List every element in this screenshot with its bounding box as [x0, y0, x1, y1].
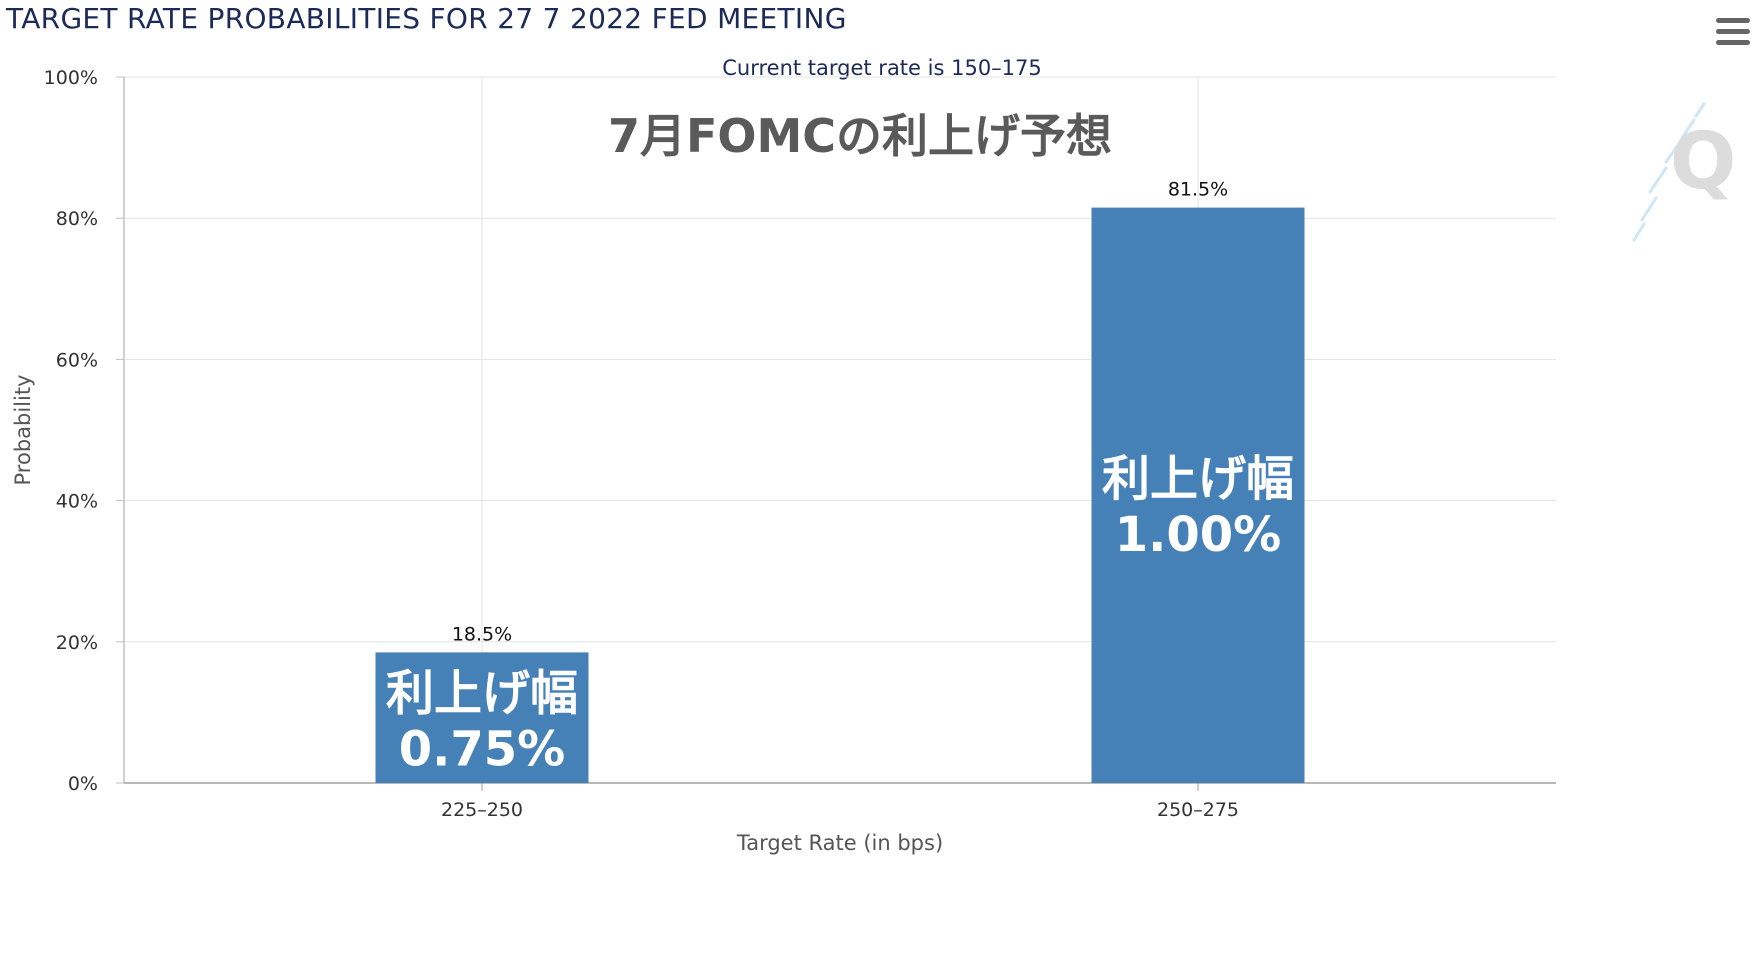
chart-subtitle: Current target rate is 150–175	[722, 56, 1042, 80]
q-logo-icon: Q	[1632, 102, 1736, 242]
bar-annotation-value: 0.75%	[399, 722, 566, 778]
bar-annotation-label: 利上げ幅	[386, 666, 578, 722]
bar-annotation-label: 利上げ幅	[1102, 451, 1294, 507]
overlay-heading: 7月FOMCの利上げ予想	[607, 109, 1113, 163]
bar-annotation-value: 1.00%	[1115, 507, 1282, 563]
bar-225–250	[375, 652, 589, 783]
page-title: TARGET RATE PROBABILITIES FOR 27 7 2022 …	[6, 2, 847, 35]
x-tick-label: 225–250	[441, 799, 523, 821]
x-tick-label: 250–275	[1157, 799, 1239, 821]
y-axis-title: Probability	[11, 374, 35, 485]
y-tick-label: 0%	[68, 773, 98, 795]
bar-250–275	[1091, 207, 1305, 784]
y-tick-label: 20%	[56, 632, 98, 654]
y-tick-label: 40%	[56, 491, 98, 513]
y-tick-label: 80%	[56, 208, 98, 230]
menu-bar-line	[1716, 18, 1750, 23]
x-axis-title: Target Rate (in bps)	[736, 831, 943, 855]
menu-bar-line	[1716, 29, 1750, 34]
menu-bar-line	[1716, 40, 1750, 45]
y-tick-label: 60%	[56, 349, 98, 371]
svg-text:Q: Q	[1670, 117, 1736, 207]
bar-data-label: 18.5%	[452, 623, 512, 645]
y-tick-label: 100%	[44, 67, 98, 89]
bar-data-label: 81.5%	[1168, 179, 1228, 201]
hamburger-menu-icon[interactable]	[1716, 18, 1750, 46]
